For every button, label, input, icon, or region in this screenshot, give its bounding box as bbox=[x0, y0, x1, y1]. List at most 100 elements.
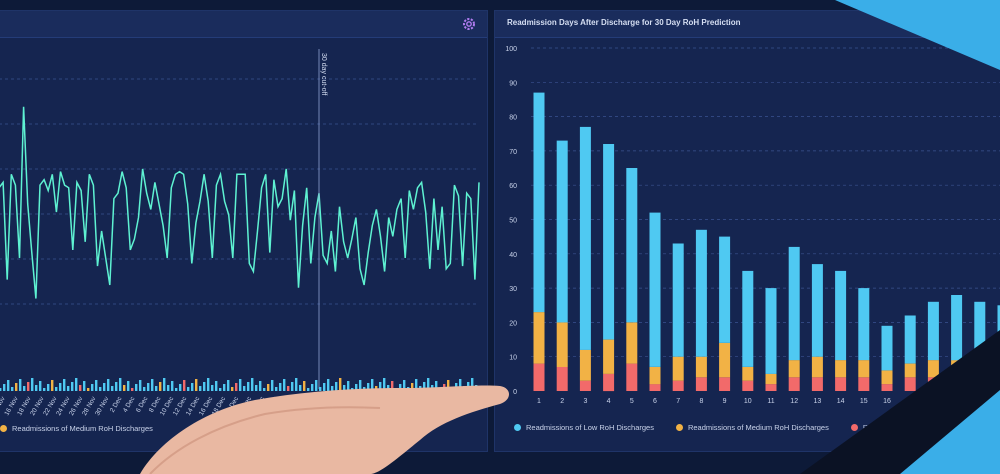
left-chart-legend: Readmissions of Medium RoH Discharges bbox=[0, 424, 175, 433]
x-tick-label: 10 bbox=[744, 398, 752, 405]
mini-bar bbox=[447, 380, 450, 391]
mini-bar bbox=[215, 381, 218, 391]
gear-icon[interactable] bbox=[461, 16, 477, 32]
y-tick-label: 40 bbox=[509, 252, 517, 259]
mini-bar bbox=[95, 380, 98, 391]
legend-item[interactable]: Readmissions of Medium RoH Discharges bbox=[0, 424, 153, 433]
mini-bar bbox=[163, 378, 166, 391]
mini-bar bbox=[411, 383, 414, 391]
mini-bar bbox=[11, 387, 14, 391]
bar-medium-segment bbox=[835, 360, 847, 378]
legend-item[interactable]: Re bbox=[850, 423, 873, 432]
x-tick-label: 3 bbox=[583, 398, 587, 405]
bar-medium-segment bbox=[695, 356, 707, 378]
bar-high-segment bbox=[788, 377, 800, 391]
legend-dot-icon bbox=[0, 425, 7, 432]
left-panel-header bbox=[0, 11, 487, 38]
bar-high-segment bbox=[672, 380, 684, 391]
mini-bar bbox=[435, 381, 438, 391]
mini-bar bbox=[195, 379, 198, 391]
mini-bar bbox=[459, 379, 462, 391]
mini-bar bbox=[415, 379, 418, 391]
mini-bar bbox=[451, 387, 454, 391]
y-tick-label: 20 bbox=[509, 320, 517, 327]
mini-bar bbox=[127, 381, 130, 391]
mini-bar bbox=[187, 387, 190, 391]
legend-item[interactable]: Readmissions of Low RoH Discharges bbox=[514, 423, 654, 432]
mini-bar bbox=[23, 386, 26, 391]
mini-bar bbox=[463, 386, 466, 391]
x-tick-label: 2 bbox=[560, 398, 564, 405]
bar-low-segment bbox=[835, 270, 847, 361]
y-tick-label: 0 bbox=[513, 389, 517, 396]
x-tick-label: 7 bbox=[676, 398, 680, 405]
mini-bar bbox=[323, 383, 326, 391]
x-tick-label: 19 bbox=[953, 398, 961, 405]
x-tick-label: 25 Jan bbox=[458, 395, 474, 416]
bar-high-segment bbox=[579, 380, 591, 391]
mini-bar bbox=[55, 387, 58, 391]
mini-bar bbox=[207, 378, 210, 391]
x-tick-label: 15 bbox=[860, 398, 868, 405]
mini-bar bbox=[303, 381, 306, 391]
mini-bar bbox=[83, 381, 86, 391]
bar-low-segment bbox=[858, 288, 870, 361]
y-tick-label: 90 bbox=[509, 80, 517, 87]
mini-bar bbox=[15, 383, 18, 391]
bar-high-segment bbox=[927, 377, 939, 391]
bar-medium-segment bbox=[719, 343, 731, 378]
mini-bar bbox=[335, 382, 338, 391]
bar-high-segment bbox=[603, 373, 615, 392]
series-line bbox=[0, 106, 480, 299]
mini-bar bbox=[91, 384, 94, 391]
mini-bar bbox=[331, 386, 334, 391]
mini-bar bbox=[379, 382, 382, 391]
bar-high-segment bbox=[904, 377, 916, 391]
mini-bar bbox=[219, 388, 222, 391]
mini-bar bbox=[431, 385, 434, 391]
mini-bar bbox=[347, 381, 350, 391]
right-panel-title: Readmission Days After Discharge for 30 … bbox=[507, 18, 741, 27]
bar-low-segment bbox=[649, 212, 661, 367]
legend-item[interactable]: Readmissions of Medium RoH Discharges bbox=[675, 423, 829, 432]
legend-dot-icon bbox=[514, 424, 521, 431]
x-tick-label: 17 bbox=[906, 398, 914, 405]
mini-bar bbox=[0, 388, 2, 391]
x-tick-label: 9 bbox=[723, 398, 727, 405]
mini-bar bbox=[99, 387, 102, 391]
bar-medium-segment bbox=[649, 367, 661, 385]
legend-label: Re bbox=[862, 423, 873, 432]
x-tick-label: 4 bbox=[607, 398, 611, 405]
mini-bar bbox=[191, 383, 194, 391]
bar-medium-segment bbox=[556, 322, 568, 367]
x-tick-label: 8 bbox=[699, 398, 703, 405]
bar-high-segment bbox=[835, 377, 847, 391]
y-tick-label: 10 bbox=[509, 355, 517, 362]
bar-medium-segment bbox=[904, 363, 916, 378]
mini-bar bbox=[455, 383, 458, 391]
y-tick-label: 30 bbox=[509, 286, 517, 293]
mini-bar bbox=[475, 385, 478, 391]
mini-bar bbox=[243, 386, 246, 391]
mini-bar bbox=[355, 384, 358, 391]
mini-bar bbox=[375, 386, 378, 391]
x-tick-label: 7 Jan bbox=[343, 395, 357, 413]
x-tick-label: 1 Jan bbox=[304, 395, 318, 413]
bar-medium-segment bbox=[927, 360, 939, 378]
mini-bar bbox=[223, 384, 226, 391]
mini-bar bbox=[291, 382, 294, 391]
bar-high-segment bbox=[811, 377, 823, 391]
mini-bar bbox=[147, 383, 150, 391]
cutoff-label: 30 day cut-off bbox=[320, 53, 327, 95]
y-tick-label: 100 bbox=[505, 46, 517, 53]
mini-bar bbox=[39, 381, 42, 391]
mini-bar bbox=[299, 385, 302, 391]
bar-high-segment bbox=[719, 377, 731, 391]
x-tick-label: 14 bbox=[837, 398, 845, 405]
mini-bar bbox=[227, 380, 230, 391]
bar-medium-segment bbox=[533, 312, 545, 364]
y-tick-label: 70 bbox=[509, 149, 517, 156]
mini-bar bbox=[359, 380, 362, 391]
